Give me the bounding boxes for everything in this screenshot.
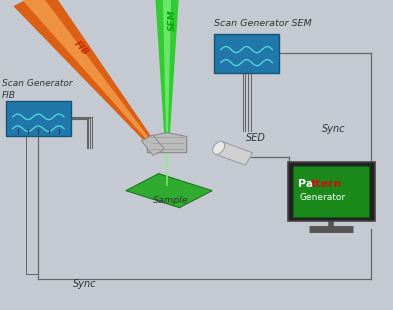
FancyBboxPatch shape: [6, 101, 71, 136]
Text: FIB: FIB: [73, 40, 90, 58]
Polygon shape: [147, 133, 187, 153]
Polygon shape: [23, 0, 158, 151]
Text: Generator: Generator: [299, 193, 345, 202]
Ellipse shape: [213, 141, 225, 154]
Text: ttern: ttern: [311, 179, 343, 189]
Text: Sample: Sample: [153, 196, 189, 205]
Polygon shape: [163, 0, 171, 149]
Polygon shape: [13, 0, 160, 152]
Text: Sync: Sync: [322, 124, 346, 134]
Text: Scan Generator SEM: Scan Generator SEM: [214, 19, 312, 28]
Polygon shape: [126, 174, 212, 208]
FancyBboxPatch shape: [288, 162, 375, 221]
FancyBboxPatch shape: [214, 34, 279, 73]
Polygon shape: [215, 142, 253, 165]
Text: Sync: Sync: [73, 279, 96, 289]
Text: SED: SED: [246, 133, 266, 143]
Text: Pa: Pa: [298, 179, 313, 189]
FancyBboxPatch shape: [293, 166, 369, 217]
Polygon shape: [165, 149, 169, 186]
Text: SEM: SEM: [168, 9, 176, 31]
Polygon shape: [141, 135, 165, 155]
Polygon shape: [155, 0, 179, 149]
Text: Scan Generator
FIB: Scan Generator FIB: [2, 79, 73, 100]
